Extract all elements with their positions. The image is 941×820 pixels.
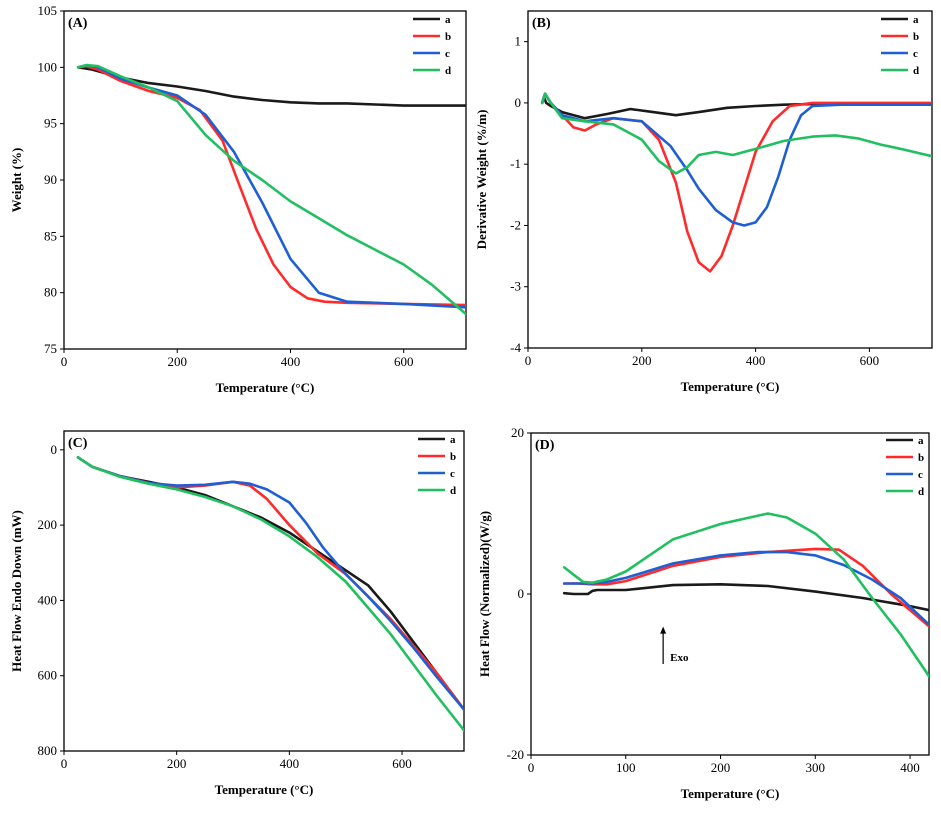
x-tick-label: 400 [281,354,301,369]
x-tick-label: 400 [900,760,920,775]
panel-label: (B) [532,16,551,31]
legend-label-b: b [450,451,456,463]
series-a-line [562,582,929,612]
y-axis-label: Heat Flow Endo Down (mW) [9,510,24,672]
x-tick-label: 200 [632,353,652,368]
y-tick-label: -2 [510,217,521,232]
y-tick-label: -20 [507,747,524,762]
legend-label-c: c [450,468,455,480]
legend-label-b: b [445,31,451,43]
legend-label-c: c [918,469,923,481]
y-tick-label: 200 [38,517,58,532]
x-tick-label: 200 [167,354,187,369]
x-tick-label: 0 [525,353,532,368]
y-tick-label: -4 [510,340,521,355]
series-b-line [562,547,929,628]
y-tick-label: 80 [44,285,57,300]
x-axis-label: Temperature (°C) [681,786,780,801]
x-axis-label: Temperature (°C) [216,380,315,395]
x-tick-label: 0 [61,756,68,771]
legend-label-b: b [918,452,924,464]
y-tick-label: 1 [515,34,522,49]
legend-label-a: a [913,14,919,26]
plot-frame [527,10,933,349]
y-tick-label: 800 [38,743,58,758]
x-tick-label: 300 [806,760,826,775]
panel-label: (C) [68,436,88,451]
y-tick-label: 0 [51,442,58,457]
x-tick-label: 400 [746,353,766,368]
legend-label-d: d [445,65,451,77]
y-axis-label: Heat Flow (Normalized)(W/g) [477,511,492,677]
y-tick-label: 100 [38,59,58,74]
y-tick-label: 90 [44,172,57,187]
x-axis-label: Temperature (°C) [681,379,780,394]
series-c-line [76,456,464,711]
legend-label-b: b [913,31,919,43]
legend-label-a: a [918,435,924,447]
x-tick-label: 0 [528,760,535,775]
x-tick-label: 200 [711,760,731,775]
legend-label-d: d [918,486,924,498]
series-b-line [76,64,466,307]
legend-label-c: c [445,48,450,60]
legend-label-a: a [450,434,456,446]
legend-label-d: d [913,65,919,77]
legend-label-d: d [450,485,456,497]
y-tick-label: -3 [510,279,521,294]
y-tick-label: 20 [511,425,524,440]
legend-label-a: a [445,14,451,26]
y-tick-label: 600 [38,668,58,683]
x-tick-label: 100 [616,760,636,775]
x-tick-label: 600 [394,354,414,369]
series-d-line [76,63,466,316]
series-c-line [540,92,932,227]
series-b-line [540,92,932,273]
y-tick-label: 85 [44,228,57,243]
series-d-line [76,456,464,732]
plot-frame [63,10,467,350]
plot-frame [63,430,465,752]
panel-c: 0 200 400 600 0 200 400 600 800 Temperature (°C) H… [9,430,465,797]
y-tick-label: 0 [515,95,522,110]
exo-label: Exo [670,652,689,664]
exo-arrow-head [660,626,667,634]
x-tick-label: 600 [392,756,412,771]
y-axis-label: Derivative Weight (%/m) [474,110,489,250]
x-tick-label: 0 [61,354,68,369]
series-a-line [540,95,932,120]
panel-a: 0 200 400 600 75 80 85 90 95 100 105 Temperature (°… [9,3,467,395]
y-axis-label: Weight (%) [9,148,24,213]
series-c-line [562,550,929,626]
series-a-line [76,456,464,711]
series-d-line [540,92,932,175]
series-b-line [76,456,464,711]
x-axis-label: Temperature (°C) [215,782,314,797]
y-tick-label: 105 [38,3,58,18]
legend-label-c: c [913,48,918,60]
y-tick-label: 95 [44,116,57,131]
series-d-line [562,512,929,678]
panel-label: (A) [68,16,88,31]
x-tick-label: 400 [280,756,300,771]
panel-b: 0 200 400 600 -4 -3 -2 -1 0 1 Temperature (°C) Deri… [474,10,933,394]
panel-d: 0 100 200 300 400 -20 0 20 Temperature (°C) Heat … [477,425,930,801]
x-tick-label: 600 [860,353,880,368]
x-tick-label: 200 [167,756,187,771]
panel-label: (D) [535,438,555,453]
y-tick-label: -1 [510,156,521,171]
y-tick-label: 400 [38,592,58,607]
y-tick-label: 0 [518,586,525,601]
y-tick-label: 75 [44,341,57,356]
